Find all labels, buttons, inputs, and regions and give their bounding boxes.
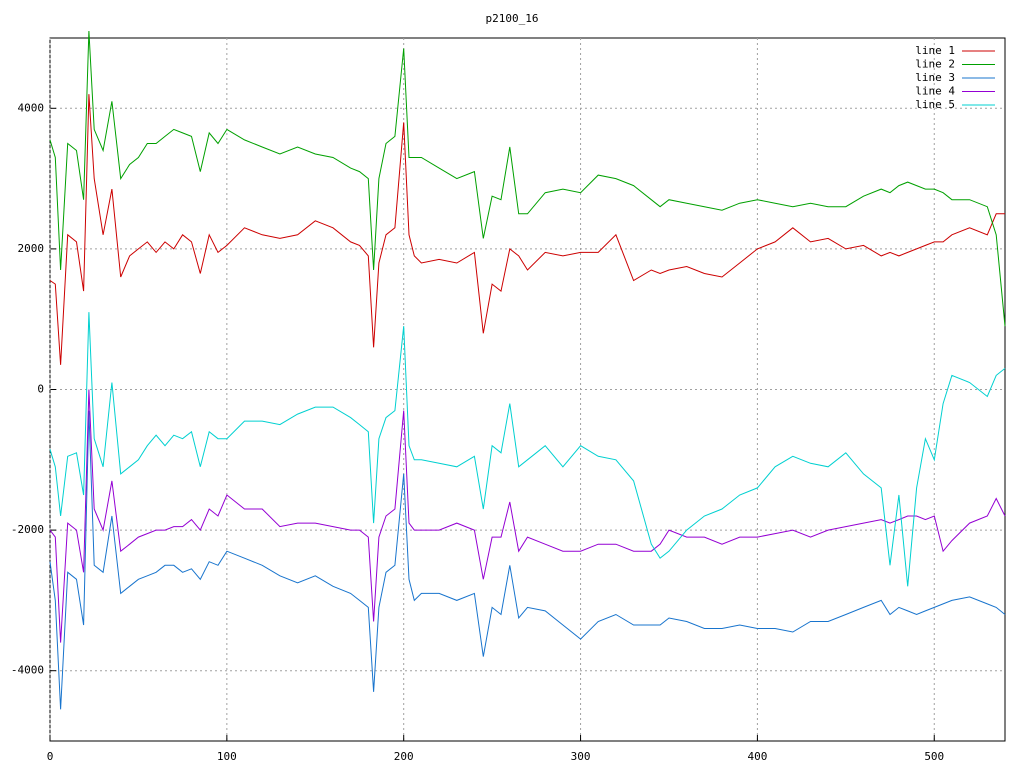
- legend-label: line 2: [915, 58, 955, 71]
- x-tick-label: 200: [394, 750, 414, 763]
- x-tick-label: 100: [217, 750, 237, 763]
- y-tick-label: 0: [37, 383, 44, 396]
- legend-label: line 3: [915, 71, 955, 84]
- data-line: [49, 389, 1006, 643]
- legend-label: line 4: [915, 85, 955, 98]
- x-tick-label: 500: [924, 750, 944, 763]
- chart-title: p2100_16: [486, 12, 539, 25]
- x-tick-label: 400: [747, 750, 767, 763]
- x-tick-label: 300: [571, 750, 591, 763]
- legend-label: line 5: [915, 98, 955, 111]
- data-line: [49, 94, 1005, 365]
- data-line: [49, 312, 1006, 587]
- data-line: [49, 410, 1006, 710]
- y-tick-label: -4000: [11, 664, 44, 677]
- y-tick-label: 4000: [18, 101, 45, 114]
- data-line: [49, 30, 1006, 327]
- y-tick-label: -2000: [11, 523, 44, 536]
- legend-label: line 1: [915, 44, 955, 57]
- y-tick-label: 2000: [18, 242, 45, 255]
- x-tick-label: 0: [47, 750, 54, 763]
